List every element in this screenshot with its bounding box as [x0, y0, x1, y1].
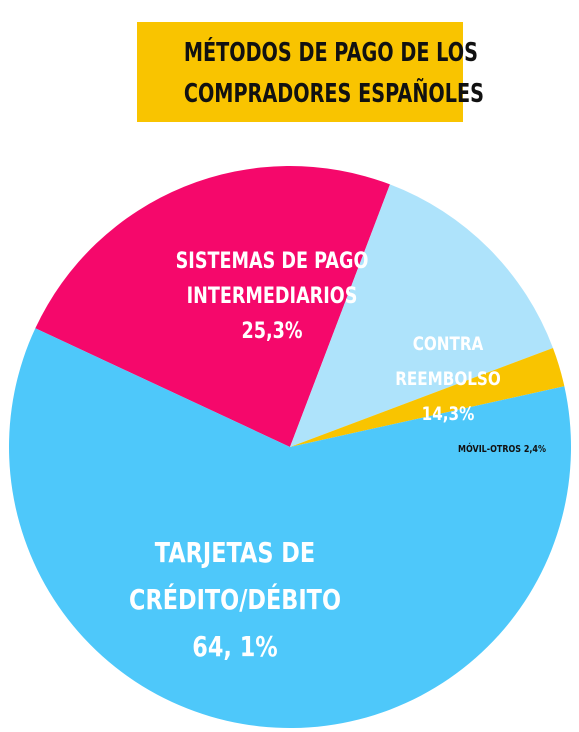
pie-value-label-1: 14,3%: [422, 403, 475, 425]
pie-value-label-0: 25,3%: [241, 318, 302, 343]
pie-value-label-3: 64, 1%: [192, 629, 277, 662]
pie-category-label-1-1: REEMBOLSO: [395, 368, 501, 390]
chart-title-box: MÉTODOS DE PAGO DE LOS COMPRADORES ESPAÑ…: [137, 22, 484, 122]
pie-category-label-3-0: TARJETAS DE: [155, 535, 315, 568]
pie-category-label-3-1: CRÉDITO/DÉBITO: [129, 582, 341, 615]
pie-slice-2: [290, 347, 565, 447]
pie-category-label-0-0: SISTEMAS DE PAGO: [176, 248, 369, 273]
pie-slice-1: [290, 184, 553, 447]
pie-slice-0: [35, 166, 390, 447]
pie-category-label-1-0: CONTRA: [413, 333, 484, 355]
pie-slice-label-3: TARJETAS DE CRÉDITO/DÉBITO 64, 1%: [129, 535, 341, 662]
pie-slice-label-2: MÓVIL-OTROS 2,4%: [458, 442, 546, 455]
pie-category-label-0-1: INTERMEDIARIOS: [187, 283, 358, 308]
pie-slice-label-1: CONTRA REEMBOLSO 14,3%: [395, 333, 501, 425]
pie-slice-3: [9, 328, 572, 728]
pie-slice-label-0: SISTEMAS DE PAGO INTERMEDIARIOS 25,3%: [176, 248, 369, 343]
pie-category-label-2-0: MÓVIL-OTROS 2,4%: [458, 442, 546, 455]
